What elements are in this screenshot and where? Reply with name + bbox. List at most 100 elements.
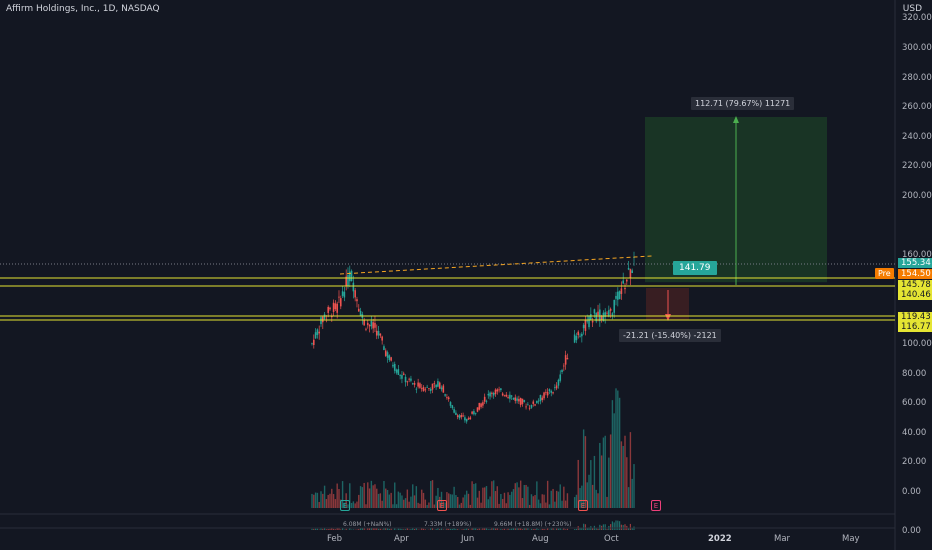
volume-bar bbox=[460, 502, 463, 508]
indicator-bar bbox=[313, 528, 315, 530]
candle-body bbox=[366, 322, 369, 326]
volume-bar bbox=[528, 504, 531, 508]
indicator-bar bbox=[523, 528, 525, 530]
price-tick: 240.00 bbox=[902, 131, 932, 142]
volume-bar bbox=[554, 501, 556, 508]
candle-body bbox=[579, 335, 581, 337]
indicator-bar bbox=[547, 527, 549, 530]
volume-bar bbox=[320, 491, 322, 508]
volume-bar bbox=[421, 489, 423, 508]
candle-body bbox=[338, 296, 340, 298]
indicator-bar bbox=[518, 528, 520, 530]
volume-bar bbox=[527, 486, 529, 508]
indicator-bar bbox=[323, 528, 326, 530]
earnings-marker-may[interactable]: E bbox=[437, 500, 447, 511]
volume-bar bbox=[564, 500, 567, 508]
entry-price-callout[interactable]: 141.79 bbox=[673, 261, 717, 275]
volume-bar bbox=[537, 499, 540, 508]
indicator-bar bbox=[462, 529, 464, 530]
candle-body bbox=[581, 333, 583, 337]
volume-bar bbox=[539, 503, 542, 508]
indicator-bar bbox=[451, 528, 453, 530]
indicator-bar bbox=[557, 528, 560, 530]
indicator-bar bbox=[439, 529, 441, 530]
candle-body bbox=[509, 394, 511, 399]
candle-body bbox=[505, 394, 508, 397]
volume-bar bbox=[331, 488, 333, 508]
candle-body bbox=[348, 271, 351, 282]
volume-bar bbox=[518, 487, 520, 508]
volume-bar bbox=[449, 494, 452, 508]
indicator-bar bbox=[401, 528, 403, 530]
volume-bar bbox=[354, 503, 356, 508]
earnings-marker-sep[interactable]: E bbox=[578, 500, 588, 511]
indicator-bar bbox=[448, 528, 450, 530]
candle-body bbox=[593, 309, 596, 314]
level-145-tag: 145.78 bbox=[898, 280, 932, 290]
indicator-bar bbox=[377, 528, 380, 530]
indicator-bar bbox=[527, 528, 529, 530]
candle-body bbox=[514, 397, 517, 401]
price-tick: 300.00 bbox=[902, 43, 932, 53]
candle-body bbox=[566, 358, 569, 360]
pre-market-badge: Pre bbox=[875, 268, 894, 279]
volume-bar bbox=[458, 504, 461, 508]
volume-bar bbox=[467, 493, 470, 508]
volume-bar bbox=[482, 487, 484, 508]
candle-body bbox=[458, 415, 461, 419]
indicator-bar bbox=[410, 529, 412, 530]
candle-body bbox=[372, 322, 374, 329]
volume-bar bbox=[347, 504, 349, 508]
volume-bar bbox=[494, 491, 497, 508]
volume-bar bbox=[471, 481, 473, 508]
candle-body bbox=[482, 402, 484, 406]
volume-bar bbox=[435, 495, 437, 508]
volume-bar bbox=[604, 435, 606, 508]
candle-body bbox=[537, 400, 540, 402]
time-tick-may: May bbox=[842, 534, 860, 544]
volume-bar bbox=[428, 502, 430, 508]
volume-bar bbox=[541, 494, 543, 508]
candle-body bbox=[410, 378, 412, 381]
candle-body bbox=[480, 403, 482, 407]
candle-body bbox=[330, 316, 333, 318]
volume-bar bbox=[509, 494, 511, 508]
candle-body bbox=[573, 334, 576, 343]
long-position-target-label[interactable]: 112.71 (79.67%) 11271 bbox=[691, 97, 795, 110]
candle-body bbox=[487, 393, 490, 396]
candle-body bbox=[370, 320, 373, 327]
earnings-marker-feb[interactable]: E bbox=[340, 500, 350, 511]
volume-bar bbox=[334, 499, 337, 508]
volume-bar bbox=[519, 480, 522, 508]
price-tick: 200.00 bbox=[902, 191, 932, 201]
indicator-bar bbox=[322, 528, 324, 530]
indicator-bar bbox=[575, 528, 578, 530]
volume-bar bbox=[503, 492, 506, 508]
candle-body bbox=[590, 314, 592, 320]
volume-bar bbox=[386, 490, 389, 508]
candle-body bbox=[518, 398, 520, 402]
volume-bar bbox=[489, 496, 491, 508]
volume-bar bbox=[374, 484, 376, 508]
volume-bar bbox=[546, 480, 549, 508]
volume-bar bbox=[437, 487, 439, 508]
volume-bar bbox=[599, 442, 601, 508]
time-tick-oct: Oct bbox=[604, 534, 619, 544]
candle-body bbox=[465, 419, 468, 422]
candle-body bbox=[318, 331, 320, 334]
volume-bar bbox=[313, 494, 315, 508]
volume-bar bbox=[584, 436, 587, 508]
earnings-marker-nov[interactable]: E bbox=[651, 500, 661, 511]
volume-bar bbox=[377, 493, 380, 508]
indicator-bar bbox=[610, 524, 612, 530]
long-position-stop-label[interactable]: -21.21 (-15.40%) -2121 bbox=[619, 329, 721, 342]
volume-bar bbox=[545, 502, 547, 508]
volume-bar bbox=[397, 491, 400, 508]
indicator-bar bbox=[358, 528, 360, 530]
volume-bar bbox=[376, 488, 378, 508]
volume-bar bbox=[532, 496, 534, 508]
volume-bar bbox=[314, 492, 317, 508]
volume-bar bbox=[462, 497, 464, 508]
candle-body bbox=[417, 382, 419, 387]
